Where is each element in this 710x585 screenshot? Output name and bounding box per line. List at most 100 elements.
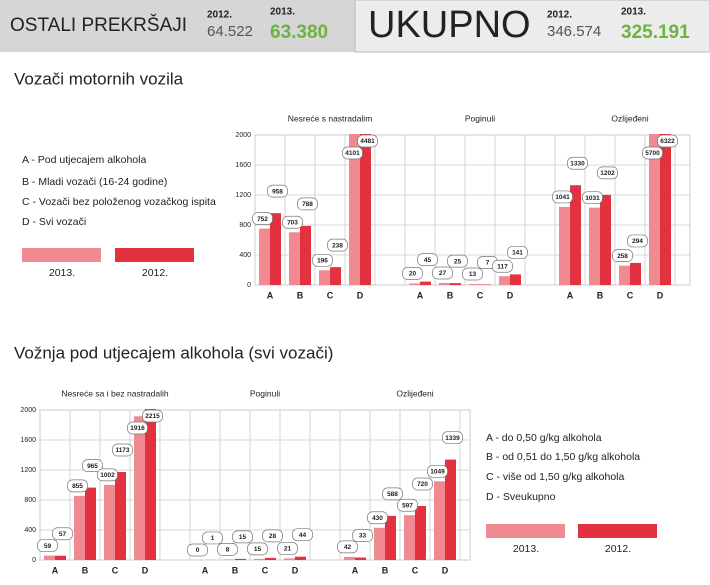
x-tick-label: B [597, 290, 604, 300]
label-bubble [552, 190, 573, 204]
bar [589, 207, 600, 285]
label-bubble [37, 539, 58, 552]
label-bubble [597, 166, 618, 180]
legend-label: 2012. [605, 543, 631, 555]
x-tick-label: B [382, 565, 389, 575]
legend-note: B - Mladi vozači (16-24 godine) [22, 176, 167, 188]
x-tick-label: D [142, 565, 149, 575]
value-label: 196 [317, 258, 328, 265]
x-tick-label: D [442, 565, 449, 575]
legend-label: 2012. [142, 267, 168, 279]
bar [254, 558, 265, 560]
bar [559, 206, 570, 285]
label-bubble [397, 498, 418, 512]
x-tick-label: A [52, 565, 59, 575]
bar [300, 225, 311, 285]
value-label: 855 [72, 483, 83, 490]
value-label: 1031 [585, 195, 600, 202]
bar [409, 283, 420, 285]
bar [600, 194, 611, 285]
y-tick-label: 0 [32, 557, 36, 564]
label-bubble [642, 146, 663, 160]
label-bubble [342, 146, 363, 160]
y-tick-label: 400 [239, 252, 251, 259]
x-tick-label: C [627, 290, 634, 300]
bar [235, 558, 246, 560]
value-label: 15 [254, 546, 262, 553]
x-tick-label: D [292, 565, 299, 575]
bar [385, 515, 396, 560]
bars [259, 134, 671, 285]
header-title: OSTALI PREKRŠAJI [10, 14, 187, 36]
label-bubble [217, 543, 238, 556]
bar [630, 262, 641, 285]
x-tick-label: D [507, 290, 514, 300]
y-tick-label: 800 [24, 497, 36, 504]
value-label: 33 [359, 533, 367, 540]
label-bubble [282, 215, 303, 229]
panel-title: Poginuli [250, 388, 280, 398]
legend-note: D - Svi vozači [22, 216, 86, 228]
y-tick-label: 1200 [20, 467, 36, 474]
value-label: 1330 [570, 160, 585, 167]
label-bubble [187, 543, 208, 557]
value-label: 294 [632, 238, 643, 245]
value-label: 2215 [145, 413, 160, 420]
bar [434, 481, 445, 560]
value-label: 4101 [345, 150, 360, 157]
value-label: 752 [257, 216, 268, 223]
legend-note: B - od 0,51 do 1,50 g/kg alkohola [486, 451, 640, 463]
header-year: 2012. [207, 10, 232, 21]
legend-swatch [578, 524, 657, 538]
bar [649, 134, 660, 285]
value-label: 5700 [645, 150, 660, 157]
value-label: 258 [617, 253, 628, 260]
bar [55, 555, 66, 560]
x-tick-label: A [567, 290, 574, 300]
header-value: 346.574 [547, 23, 601, 40]
section-title: Vožnja pod utjecajem alkohola (svi vozač… [14, 343, 333, 362]
label-bubble [367, 511, 388, 525]
value-label: 788 [302, 201, 313, 208]
value-label: 720 [417, 481, 428, 488]
value-label: 1041 [555, 194, 570, 201]
value-label: 59 [44, 543, 52, 550]
label-bubble [262, 529, 283, 543]
value-label: 7 [486, 260, 490, 267]
bars [44, 409, 456, 560]
bar [284, 558, 295, 560]
label-bubble [202, 531, 223, 545]
label-bubble [432, 266, 453, 280]
y-tick-label: 1200 [235, 192, 251, 199]
y-tick-label: 2000 [20, 407, 36, 414]
bar [44, 555, 55, 560]
value-label: 27 [439, 270, 447, 277]
label-bubble [382, 487, 403, 501]
legend-note: A - Pod utjecajem alkohola [22, 154, 146, 166]
label-bubble [567, 156, 588, 170]
bar [265, 557, 276, 560]
header-value: 64.522 [207, 23, 253, 40]
x-tick-label: C [327, 290, 334, 300]
x-tick-label: A [202, 565, 209, 575]
header-year: 2013. [621, 7, 646, 18]
header-value: 325.191 [621, 22, 690, 43]
bar [439, 282, 450, 285]
value-label: 8 [226, 547, 230, 554]
label-bubble [127, 421, 148, 435]
value-label: 21 [284, 546, 292, 553]
legend-label: 2013. [513, 543, 539, 555]
bar [355, 557, 366, 560]
header-year: 2013. [270, 7, 295, 18]
bar [619, 265, 630, 285]
header-left-bg [0, 0, 355, 52]
bar [349, 134, 360, 285]
value-label: 1202 [600, 170, 615, 177]
value-label: 597 [402, 502, 413, 509]
header-title: UKUPNO [368, 4, 531, 46]
label-bubble [507, 246, 528, 259]
label-bubble [312, 253, 333, 267]
y-tick-label: 1600 [20, 437, 36, 444]
value-label: 1339 [445, 435, 460, 442]
